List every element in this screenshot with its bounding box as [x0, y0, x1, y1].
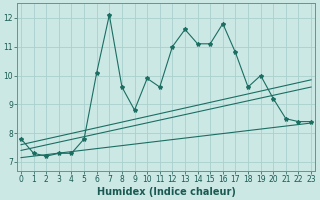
X-axis label: Humidex (Indice chaleur): Humidex (Indice chaleur) — [97, 187, 236, 197]
